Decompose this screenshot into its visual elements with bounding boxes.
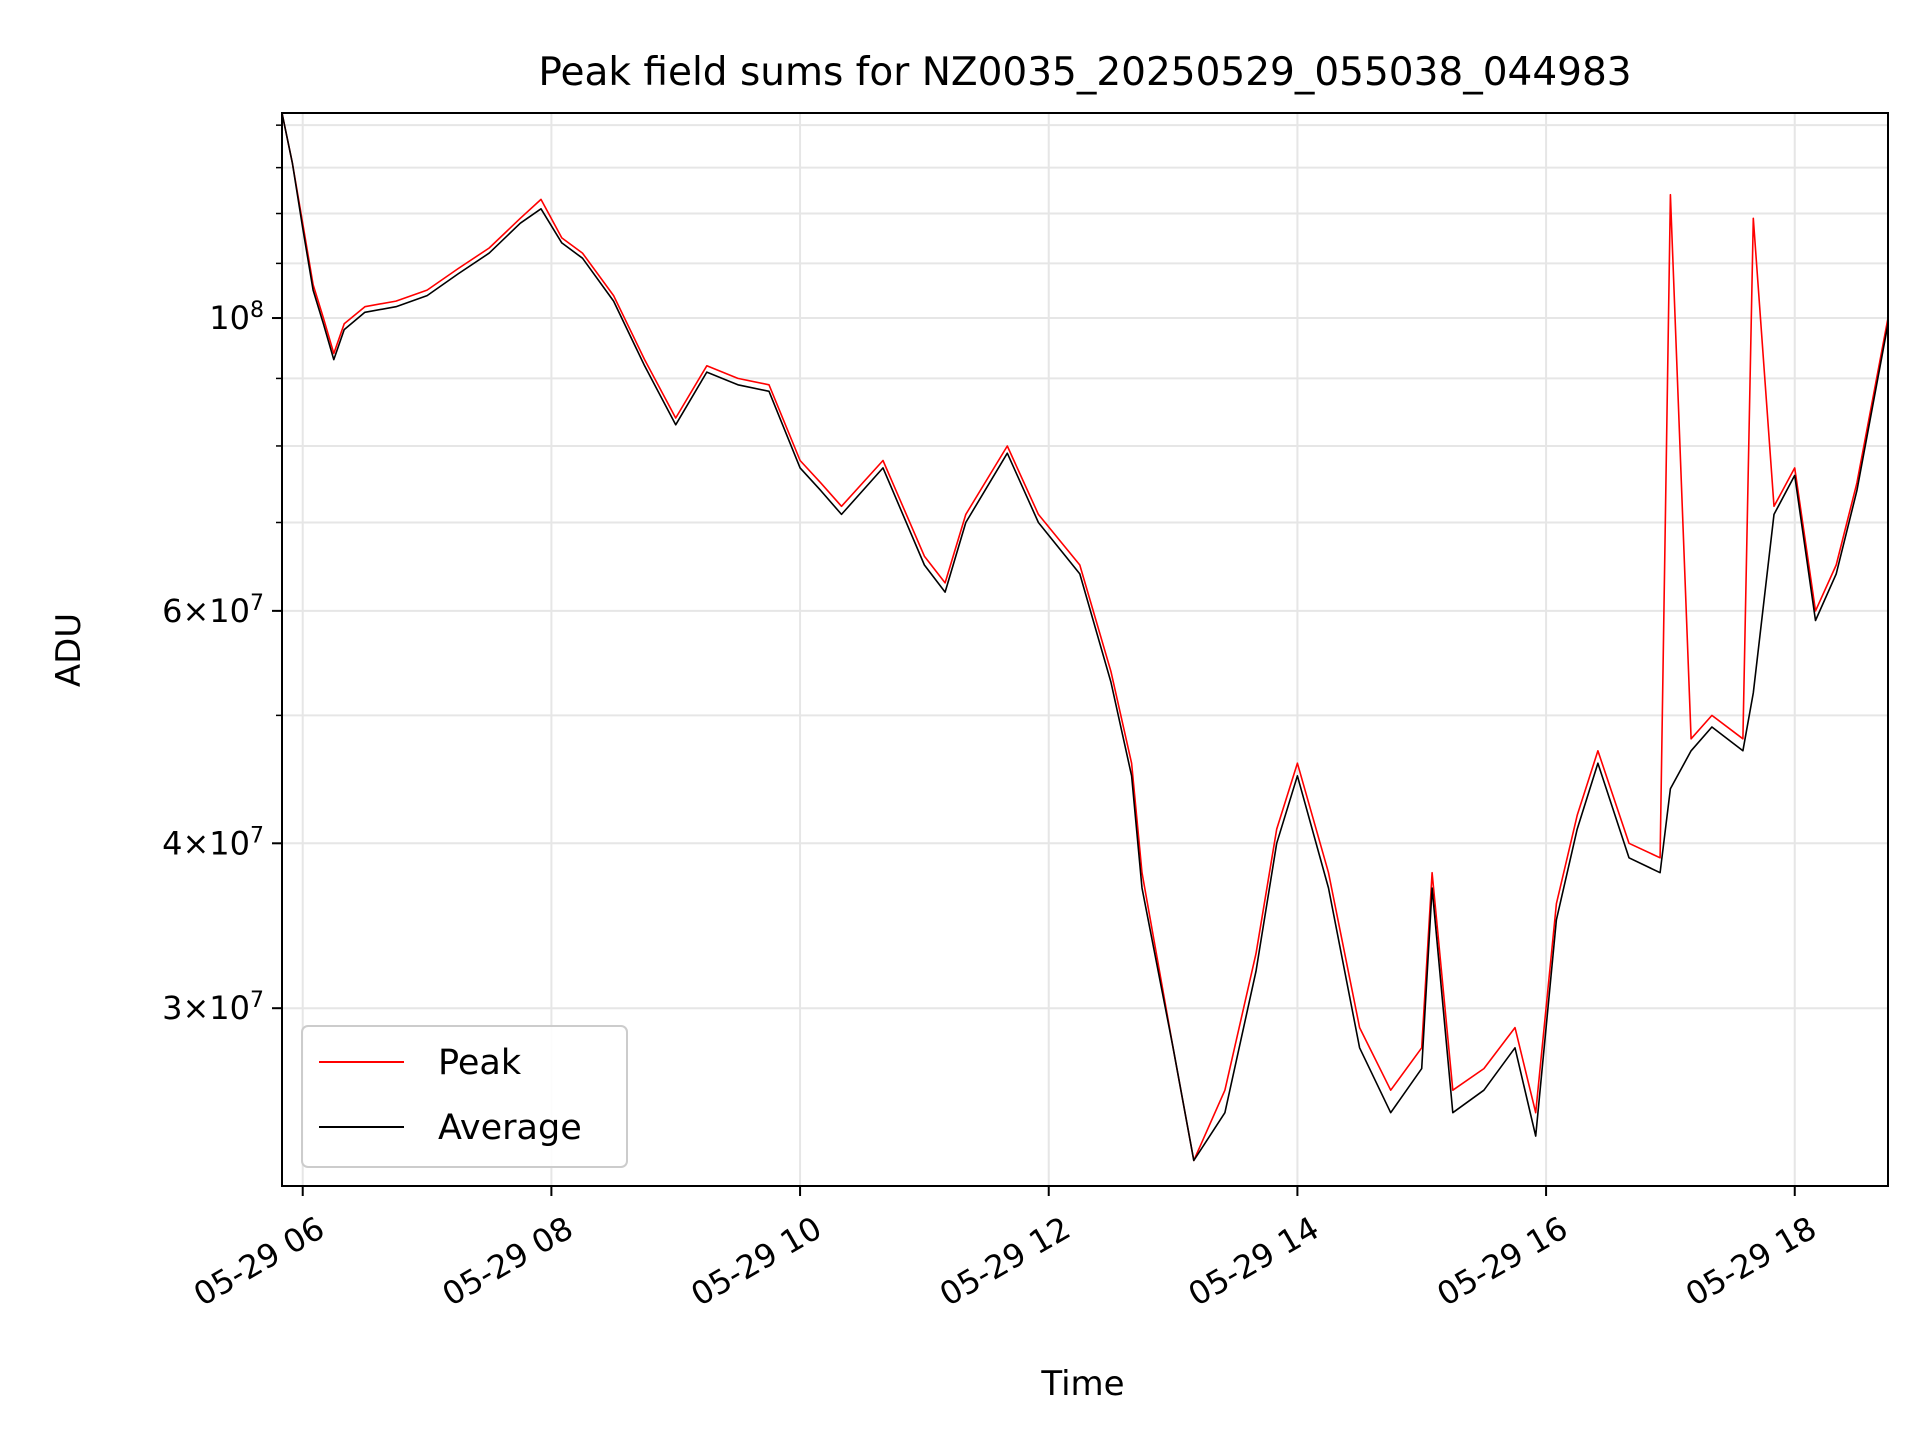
series-layer	[281, 112, 1889, 1162]
y-tick-label-1: 6×107	[162, 590, 264, 630]
series-line-peak	[281, 112, 1889, 1162]
y-tick-label-2: 4×107	[162, 823, 264, 863]
y-tick-label-3: 3×107	[162, 988, 264, 1028]
y-axis-label: ADU	[49, 613, 89, 687]
legend: Peak Average	[301, 1025, 628, 1168]
legend-label-average: Average	[438, 1108, 582, 1148]
legend-label-peak: Peak	[438, 1043, 522, 1083]
y-axis-ticks: 108 6×107 4×107 3×107	[162, 124, 282, 1028]
y-tick-label-0: 108	[209, 298, 264, 338]
plot-frame	[281, 112, 1889, 1187]
grid-lines	[282, 113, 1888, 1186]
chart-title: Peak field sums for NZ0035_20250529_0550…	[538, 50, 1631, 95]
x-axis-label: Time	[1040, 1364, 1124, 1404]
series-line-average	[281, 112, 1889, 1162]
